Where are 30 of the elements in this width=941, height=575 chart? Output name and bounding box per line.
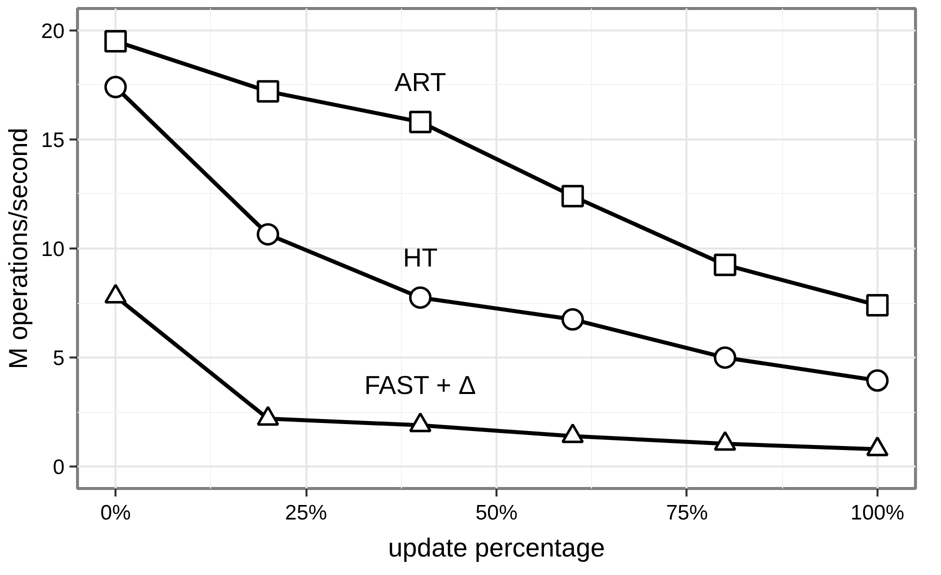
point — [714, 430, 736, 451]
x-tick-label: 25% — [285, 502, 328, 524]
x-tick-label: 100% — [850, 502, 904, 524]
point — [561, 184, 584, 208]
point — [561, 423, 584, 444]
series-label: FAST + Δ — [364, 370, 476, 400]
point — [104, 284, 127, 304]
point — [409, 286, 432, 309]
x-tick-label: 0% — [100, 502, 131, 524]
point — [256, 80, 280, 103]
y-tick-label: 15 — [41, 128, 64, 152]
series-label: ART — [394, 66, 446, 97]
y-tick-label: 0 — [52, 456, 65, 480]
point — [256, 223, 280, 246]
point — [866, 436, 889, 456]
series-label: HT — [402, 242, 438, 273]
point — [256, 406, 280, 426]
point — [104, 76, 127, 98]
x-tick-label: 75% — [666, 502, 708, 524]
x-tick-label: 50% — [475, 502, 518, 524]
point — [409, 110, 432, 134]
y-tick-label: 5 — [52, 347, 65, 370]
y-axis-title: M operations/second — [3, 128, 34, 370]
point — [866, 294, 889, 316]
y-tick-label: 20 — [41, 20, 64, 43]
x-axis-title: update percentage — [388, 532, 605, 562]
point — [409, 412, 432, 432]
y-tick-label: 10 — [41, 238, 64, 261]
point — [104, 30, 127, 52]
point — [714, 254, 736, 276]
